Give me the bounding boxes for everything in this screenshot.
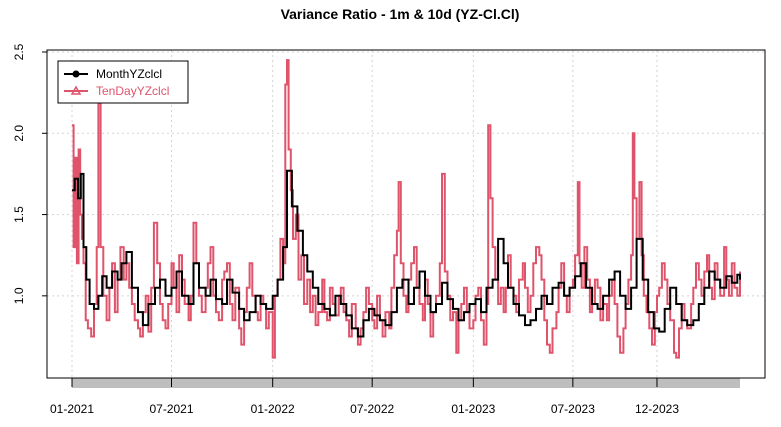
x-tick-label: 01-2022 bbox=[251, 402, 295, 416]
series-layer bbox=[72, 59, 741, 359]
legend-marker-circle bbox=[72, 70, 80, 78]
chart-title: Variance Ratio - 1m & 10d (YZ-Cl.Cl) bbox=[281, 6, 520, 22]
x-axis: 01-2021 07-2021 01-2022 07-2022 01-2023 07-20… bbox=[50, 378, 679, 416]
x-tick-label: 01-2023 bbox=[451, 402, 495, 416]
y-axis: 1.0 1.5 2.0 2.5 bbox=[12, 43, 47, 304]
x-axis-band bbox=[72, 378, 740, 388]
plot-frame bbox=[46, 49, 766, 379]
y-tick-label: 2.0 bbox=[12, 125, 26, 142]
x-tick-label: 12-2023 bbox=[635, 402, 679, 416]
series-line-TenDayYZclcl bbox=[72, 59, 741, 359]
x-tick-label: 07-2021 bbox=[149, 402, 193, 416]
legend-box bbox=[57, 60, 189, 104]
legend-marker-triangle bbox=[70, 85, 82, 95]
y-tick-label: 1.0 bbox=[12, 287, 26, 304]
x-tick-label: 07-2023 bbox=[551, 402, 595, 416]
legend-label: TenDayYZclcl bbox=[96, 84, 169, 98]
series-line-MonthYZclcl bbox=[72, 169, 741, 338]
y-tick-label: 1.5 bbox=[12, 206, 26, 223]
x-tick-label: 07-2022 bbox=[350, 402, 394, 416]
y-tick-label: 2.5 bbox=[12, 43, 26, 60]
x-tick-label: 01-2021 bbox=[50, 402, 94, 416]
legend: MonthYZclcl TenDayYZclcl bbox=[57, 60, 189, 104]
legend-label: MonthYZclcl bbox=[96, 67, 162, 81]
x-axis-shade bbox=[72, 378, 740, 388]
